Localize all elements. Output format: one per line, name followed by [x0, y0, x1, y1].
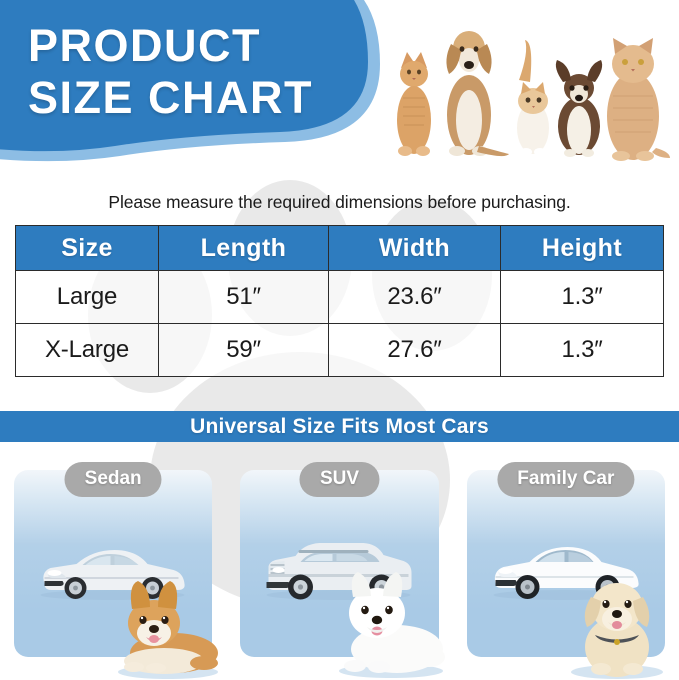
corgi-dog	[118, 581, 219, 679]
column-header-size: Size	[15, 225, 159, 271]
banner-text: Universal Size Fits Most Cars	[190, 414, 489, 438]
universal-size-banner: Universal Size Fits Most Cars	[0, 411, 679, 442]
size-chart-table: Size Length Width Height Large 51″ 23.6″…	[15, 225, 664, 377]
column-header-height: Height	[500, 225, 664, 271]
orange-tabby-cat	[397, 52, 431, 156]
table-row: X-Large 59″ 27.6″ 1.3″	[15, 323, 664, 377]
cell-length: 51″	[158, 270, 329, 324]
column-header-width: Width	[328, 225, 501, 271]
car-card-sedan: Sedan	[0, 462, 226, 679]
cell-width: 27.6″	[328, 323, 501, 377]
table-row: Large 51″ 23.6″ 1.3″	[15, 270, 664, 324]
card-label-suv: SUV	[299, 462, 380, 497]
car-card-suv: SUV	[226, 462, 452, 679]
large-orange-cat	[607, 38, 670, 161]
pets-photo	[397, 31, 670, 161]
samoyed-dog	[338, 572, 445, 678]
cell-width: 23.6″	[328, 270, 501, 324]
card-label-family-car: Family Car	[497, 462, 635, 497]
header-section: PRODUCT SIZE CHART	[0, 0, 679, 186]
title-line-1: PRODUCT	[28, 20, 261, 71]
golden-retriever-dog	[570, 583, 663, 679]
column-header-length: Length	[158, 225, 329, 271]
car-type-cards: Sedan	[0, 462, 679, 679]
measure-instruction: Please measure the required dimensions b…	[108, 192, 571, 212]
cell-height: 1.3″	[500, 270, 664, 324]
cell-length: 59″	[158, 323, 329, 377]
cell-size: X-Large	[15, 323, 159, 377]
beagle-mix-dog	[446, 31, 509, 157]
card-label-sedan: Sedan	[64, 462, 162, 497]
car-card-family: Family Car	[453, 462, 679, 679]
cell-size: Large	[15, 270, 159, 324]
header-blob-shape	[0, 0, 380, 162]
page-title: PRODUCT SIZE CHART	[28, 20, 378, 124]
white-orange-kitten	[517, 40, 549, 156]
cell-height: 1.3″	[500, 323, 664, 377]
long-haired-chihuahua	[555, 60, 603, 157]
title-line-2: SIZE CHART	[28, 72, 313, 123]
table-header-row: Size Length Width Height	[15, 225, 664, 271]
